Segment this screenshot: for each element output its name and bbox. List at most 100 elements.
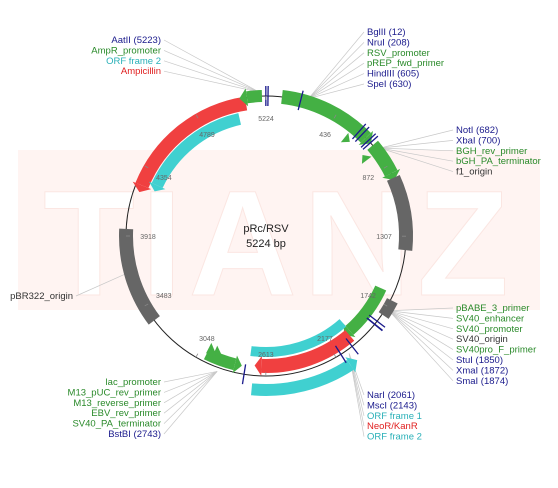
label-leader [388, 310, 454, 361]
feature-label: lac_promoter [106, 377, 161, 388]
label-leader [389, 310, 454, 319]
feature-label: MscI (2143) [367, 400, 417, 411]
tick-mark [333, 353, 337, 358]
enzyme-site-mark [368, 314, 386, 328]
rsv-promoter-arc-head [358, 130, 373, 145]
tick-label: 436 [319, 132, 331, 139]
label-leader [163, 371, 218, 383]
sv40-pa-terminator-arc [203, 348, 237, 371]
feature-label: StuI (1850) [456, 355, 503, 366]
tick-mark [144, 303, 149, 307]
label-leader [379, 147, 454, 172]
feature-label: XmaI (1872) [456, 365, 508, 376]
ampicillin-arc-head [132, 181, 152, 193]
feature-label: SV40_promoter [456, 324, 523, 335]
tick-mark [144, 165, 149, 169]
tick-labels: 436 872 1307 1742 2177 2613 3048 3483 3918 4354 47… [126, 96, 407, 377]
label-leader [163, 60, 260, 93]
bgh-terminator-arc [367, 140, 398, 177]
feature-label: bGH_PA_terminator [456, 156, 541, 167]
feature-label: AmpR_promoter [91, 45, 161, 56]
label-leader [379, 129, 454, 149]
tick-mark [383, 303, 388, 307]
tick-label: 5224 [258, 116, 274, 123]
label-leader [163, 371, 218, 424]
tick-label: 4789 [199, 132, 215, 139]
primer-arrow-EBV [212, 345, 222, 357]
orf-frame-2-lower-arc [251, 359, 354, 396]
feature-label: ORF frame 1 [367, 411, 422, 422]
label-leader [389, 307, 454, 312]
feature-arcs [119, 88, 413, 396]
feature-label: HindIII (605) [367, 69, 419, 80]
plasmid-size: 5224 bp [246, 238, 286, 250]
label-leader [388, 310, 454, 371]
feature-label: pBR322_origin [10, 291, 73, 302]
label-leader [163, 371, 218, 404]
enzyme-site-mark [351, 123, 367, 140]
feature-label: SpeI (630) [367, 79, 411, 90]
enzyme-site-mark [362, 135, 379, 150]
enzyme-site-mark [354, 126, 370, 143]
feature-label: BGH_rev_primer [456, 146, 527, 157]
label-leader [380, 140, 454, 149]
feature-label: XbaI (700) [456, 135, 500, 146]
label-leader [308, 52, 365, 99]
feature-label: BstBI (2743) [108, 429, 161, 440]
feature-label: M13_pUC_rev_primer [68, 387, 161, 398]
label-leader [163, 39, 260, 93]
feature-labels: AatII (5223)AmpR_promoter ORF frame 2 Ampi… [10, 27, 541, 443]
tick-label: 1307 [376, 234, 392, 241]
enzyme-site-marks [241, 85, 386, 385]
tick-label: 3918 [140, 234, 156, 241]
label-leader [308, 42, 365, 99]
tick-label: 2613 [258, 352, 274, 359]
feature-label: ORF frame 2 [367, 432, 422, 443]
label-leader [388, 310, 454, 340]
label-leader [380, 147, 454, 152]
label-leader [388, 310, 454, 382]
tick-mark [195, 353, 199, 358]
label-leader [163, 371, 218, 435]
neor-kanr-arc [261, 329, 355, 373]
tick-label: 3048 [199, 336, 215, 343]
ampicillin-arc [135, 96, 248, 189]
label-leader [308, 62, 365, 99]
ampr-promoter-arc [246, 90, 263, 104]
label-leader [308, 73, 365, 99]
feature-label: f1_origin [456, 167, 492, 178]
label-leader [75, 273, 128, 297]
label-leader [388, 310, 454, 330]
label-leader [388, 310, 454, 350]
sv40-pa-terminator-arc-head [232, 355, 242, 374]
primer-arrow-pBABE [367, 300, 378, 310]
feature-label: M13_reverse_primer [73, 398, 161, 409]
tick-mark [195, 114, 199, 119]
label-leader [308, 31, 365, 99]
feature-label: BglII (12) [367, 27, 406, 38]
enzyme-site-mark [241, 364, 247, 385]
enzyme-site-mark [366, 317, 383, 332]
primer-arrow-M13 [205, 342, 215, 354]
label-leader [163, 371, 218, 414]
feature-label: AatII (5223) [111, 35, 161, 46]
orf-frame-2-upper-arc-head [149, 181, 166, 192]
sv40-promoter-arc [345, 285, 387, 335]
label-leader [163, 371, 218, 393]
feature-label: SV40_PA_terminator [72, 419, 161, 430]
tick-mark [383, 165, 388, 169]
tick-label: 3483 [156, 293, 172, 300]
feature-label: pBABE_3_primer [456, 303, 529, 314]
feature-label: RSV_promoter [367, 48, 430, 59]
feature-label: EBV_rev_primer [91, 408, 161, 419]
orf-frame-2-upper-arc [151, 113, 242, 189]
neor-kanr-arc-head [254, 355, 262, 376]
enzyme-site-mark [297, 90, 304, 111]
label-leader [308, 83, 365, 99]
pbr322-origin-arc [119, 228, 160, 325]
feature-label: Ampicillin [121, 66, 161, 77]
feature-label: pREP_fwd_primer [367, 58, 444, 69]
label-leader [379, 147, 454, 162]
orf-frame-1-arc [250, 319, 347, 357]
